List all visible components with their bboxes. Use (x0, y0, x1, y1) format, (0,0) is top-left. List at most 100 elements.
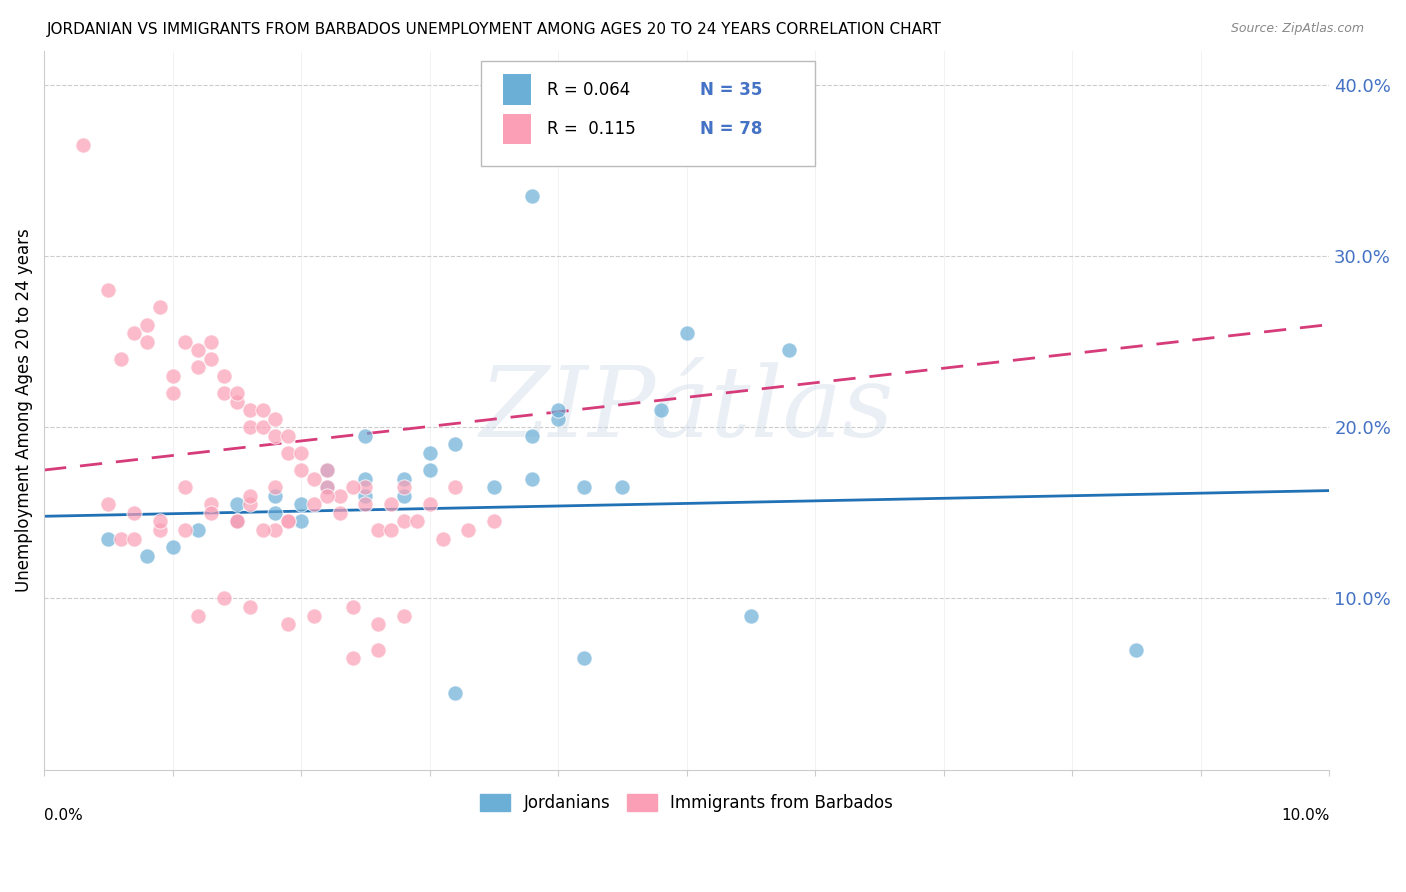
Point (392, 489, 415, 503)
Point (252, 523, 274, 537)
Point (200, 334, 222, 349)
Point (444, 437, 467, 451)
Point (135, 549, 157, 563)
Point (239, 489, 262, 503)
Point (277, 515, 299, 529)
Point (315, 463, 337, 477)
Point (72, 137, 94, 152)
Point (187, 523, 209, 537)
Point (354, 489, 377, 503)
Point (419, 463, 441, 477)
Point (290, 497, 312, 511)
Point (264, 411, 287, 425)
Point (212, 368, 235, 383)
Point (97, 497, 120, 511)
Point (135, 318, 157, 332)
Text: JORDANIAN VS IMMIGRANTS FROM BARBADOS UNEMPLOYMENT AMONG AGES 20 TO 24 YEARS COR: JORDANIAN VS IMMIGRANTS FROM BARBADOS UN… (46, 22, 941, 37)
Point (572, 480, 595, 494)
Point (149, 301, 172, 315)
Point (457, 523, 479, 537)
Point (264, 489, 287, 503)
Point (302, 608, 325, 623)
Point (149, 515, 172, 529)
Legend: Jordanians, Immigrants from Barbados: Jordanians, Immigrants from Barbados (474, 788, 900, 819)
Y-axis label: Unemployment Among Ages 20 to 24 years: Unemployment Among Ages 20 to 24 years (15, 228, 32, 592)
Point (239, 420, 262, 434)
Text: 10.0%: 10.0% (1281, 808, 1329, 823)
Point (122, 326, 145, 340)
Point (572, 651, 595, 665)
Point (277, 515, 299, 529)
Point (122, 532, 145, 546)
Point (612, 480, 634, 494)
Text: N = 78: N = 78 (700, 120, 762, 138)
Point (290, 515, 312, 529)
Point (162, 368, 184, 383)
Point (342, 651, 364, 665)
Point (302, 472, 325, 486)
Point (277, 617, 299, 632)
Point (354, 429, 377, 443)
Point (264, 480, 287, 494)
Point (122, 506, 145, 520)
Point (392, 472, 415, 486)
Point (315, 463, 337, 477)
Text: R =  0.115: R = 0.115 (547, 120, 636, 138)
Point (162, 540, 184, 554)
Point (675, 326, 697, 340)
Text: 0.0%: 0.0% (44, 808, 83, 823)
Point (419, 497, 441, 511)
Point (367, 617, 389, 632)
Point (225, 386, 247, 401)
FancyBboxPatch shape (481, 62, 815, 166)
Text: N = 35: N = 35 (700, 80, 762, 98)
Point (264, 429, 287, 443)
Point (482, 515, 505, 529)
Point (547, 403, 569, 417)
Point (187, 360, 209, 375)
Point (252, 420, 274, 434)
Point (225, 394, 247, 409)
Point (239, 403, 262, 417)
Point (174, 523, 197, 537)
Point (547, 411, 569, 425)
Point (444, 480, 467, 494)
Point (432, 532, 454, 546)
Text: Source: ZipAtlas.com: Source: ZipAtlas.com (1230, 22, 1364, 36)
Point (225, 515, 247, 529)
Point (392, 515, 415, 529)
Point (419, 446, 441, 460)
Point (354, 497, 377, 511)
Point (329, 489, 352, 503)
Point (290, 446, 312, 460)
Point (380, 523, 402, 537)
Point (97, 283, 120, 297)
Point (97, 532, 120, 546)
Text: R = 0.064: R = 0.064 (547, 80, 630, 98)
FancyBboxPatch shape (503, 114, 531, 145)
Point (290, 463, 312, 477)
Point (225, 497, 247, 511)
Point (110, 532, 132, 546)
Point (200, 497, 222, 511)
Point (354, 480, 377, 494)
Point (174, 480, 197, 494)
Point (392, 608, 415, 623)
Point (174, 334, 197, 349)
Point (225, 515, 247, 529)
Point (444, 685, 467, 699)
Point (522, 189, 544, 203)
Point (482, 480, 505, 494)
Point (225, 515, 247, 529)
Point (342, 599, 364, 614)
Point (239, 497, 262, 511)
Point (522, 429, 544, 443)
Point (162, 386, 184, 401)
Point (367, 642, 389, 657)
Point (187, 608, 209, 623)
Point (779, 343, 801, 358)
Point (252, 403, 274, 417)
FancyBboxPatch shape (503, 74, 531, 104)
Point (264, 523, 287, 537)
Point (149, 523, 172, 537)
